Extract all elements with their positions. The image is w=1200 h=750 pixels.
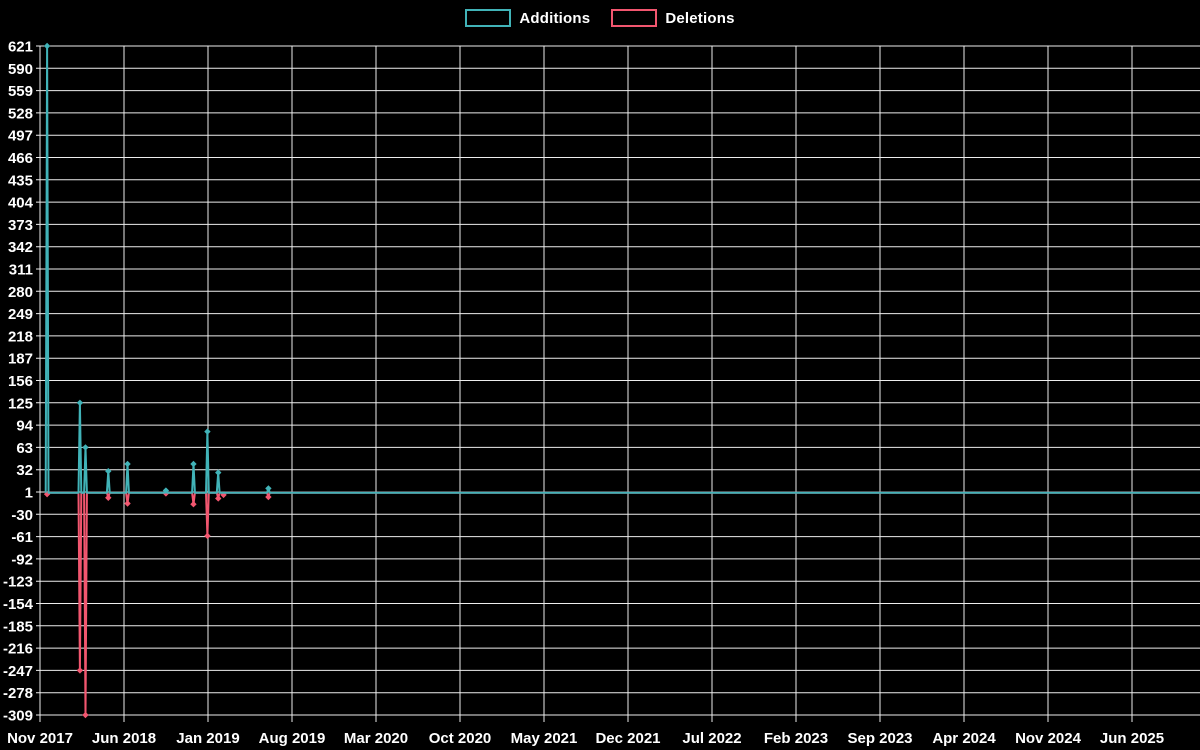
chart-legend: Additions Deletions xyxy=(0,9,1200,27)
svg-text:590: 590 xyxy=(8,61,33,78)
svg-text:32: 32 xyxy=(16,462,33,479)
svg-text:Jun 2025: Jun 2025 xyxy=(1100,730,1164,747)
svg-text:125: 125 xyxy=(8,395,33,412)
svg-text:Nov 2024: Nov 2024 xyxy=(1015,730,1082,747)
svg-text:Aug 2019: Aug 2019 xyxy=(259,730,326,747)
data-point-marker xyxy=(82,444,89,451)
svg-text:621: 621 xyxy=(8,39,33,56)
svg-text:Apr 2024: Apr 2024 xyxy=(932,730,996,747)
svg-text:373: 373 xyxy=(8,217,33,234)
svg-text:-309: -309 xyxy=(3,708,33,725)
svg-text:Oct 2020: Oct 2020 xyxy=(429,730,492,747)
legend-label-deletions: Deletions xyxy=(665,9,735,27)
data-point-marker xyxy=(215,495,222,502)
legend-item-additions[interactable]: Additions xyxy=(465,9,590,27)
svg-text:Sep 2023: Sep 2023 xyxy=(847,730,912,747)
svg-text:-216: -216 xyxy=(3,641,33,658)
additions-series xyxy=(43,42,1200,494)
deletions-swatch-icon xyxy=(611,9,658,27)
data-point-marker xyxy=(265,493,272,501)
svg-text:-247: -247 xyxy=(3,663,33,680)
svg-text:-61: -61 xyxy=(11,529,33,546)
svg-text:280: 280 xyxy=(8,284,33,301)
data-point-marker xyxy=(105,467,112,475)
y-axis-labels: 621 590 559 528 497 466 435 404 373 342 311 280 249 2… xyxy=(3,39,34,725)
data-point-marker xyxy=(76,399,84,406)
y-gridlines xyxy=(36,45,1200,716)
data-point-marker xyxy=(190,501,197,508)
x-gridlines xyxy=(39,46,1133,722)
data-point-marker xyxy=(105,494,112,501)
legend-label-additions: Additions xyxy=(519,9,591,27)
svg-text:311: 311 xyxy=(9,262,33,279)
svg-text:1: 1 xyxy=(25,485,33,502)
data-point-marker xyxy=(204,532,211,540)
x-axis-labels: Nov 2017 Jun 2018 Jan 2019 Aug 2019 Mar 2020… xyxy=(7,730,1164,747)
svg-text:156: 156 xyxy=(8,373,33,390)
data-point-marker xyxy=(204,428,211,435)
data-point-marker xyxy=(124,460,131,468)
data-point-marker xyxy=(43,42,51,50)
svg-text:Jan 2019: Jan 2019 xyxy=(176,730,239,747)
additions-swatch-icon xyxy=(465,9,512,27)
data-point-marker xyxy=(215,469,222,476)
svg-text:-30: -30 xyxy=(11,507,33,524)
svg-text:May 2021: May 2021 xyxy=(511,730,578,747)
data-point-marker xyxy=(82,711,89,719)
svg-text:-278: -278 xyxy=(3,685,33,702)
svg-text:Dec 2021: Dec 2021 xyxy=(595,730,660,747)
svg-text:Jul 2022: Jul 2022 xyxy=(682,730,741,747)
svg-text:497: 497 xyxy=(8,128,33,145)
svg-text:528: 528 xyxy=(8,105,33,122)
svg-text:Nov 2017: Nov 2017 xyxy=(7,730,73,747)
svg-text:342: 342 xyxy=(8,239,33,256)
svg-text:435: 435 xyxy=(8,172,33,189)
svg-text:218: 218 xyxy=(8,328,33,345)
data-point-marker xyxy=(76,667,84,674)
svg-text:404: 404 xyxy=(8,195,34,212)
data-point-marker xyxy=(124,500,131,507)
svg-text:-154: -154 xyxy=(3,596,34,613)
svg-text:559: 559 xyxy=(8,83,33,100)
svg-text:-185: -185 xyxy=(3,618,33,635)
svg-text:-123: -123 xyxy=(3,574,33,591)
svg-text:94: 94 xyxy=(16,418,33,435)
data-point-marker xyxy=(162,487,170,494)
svg-text:466: 466 xyxy=(8,150,33,167)
svg-text:Feb 2023: Feb 2023 xyxy=(764,730,828,747)
deletions-series xyxy=(43,490,1200,719)
data-point-marker xyxy=(190,460,197,468)
svg-text:63: 63 xyxy=(16,440,33,457)
svg-text:249: 249 xyxy=(8,306,33,323)
svg-text:Mar 2020: Mar 2020 xyxy=(344,730,408,747)
svg-text:-92: -92 xyxy=(11,551,33,568)
svg-text:Jun 2018: Jun 2018 xyxy=(92,730,156,747)
legend-item-deletions[interactable]: Deletions xyxy=(611,9,734,27)
svg-text:187: 187 xyxy=(8,351,33,368)
data-point-marker xyxy=(265,485,272,492)
